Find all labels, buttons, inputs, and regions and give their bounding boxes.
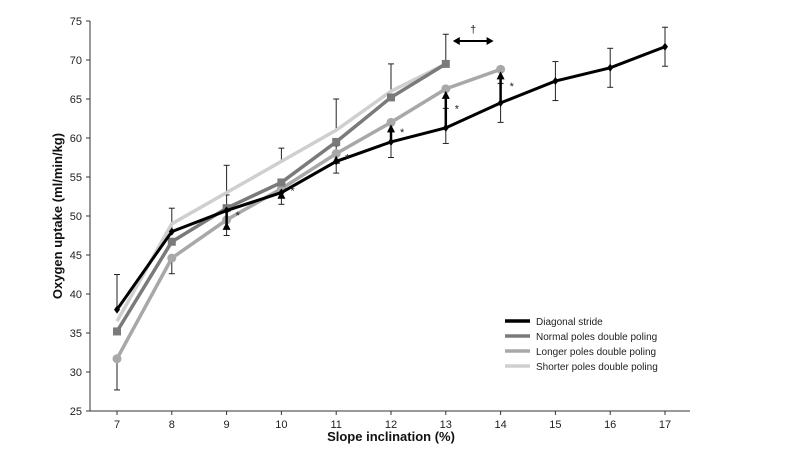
y-tick-label: 40 <box>70 289 82 301</box>
legend: Diagonal stride Normal poles double polin… <box>505 317 658 373</box>
data-point <box>386 117 396 127</box>
y-tick-label: 30 <box>70 367 82 379</box>
data-point <box>388 137 394 146</box>
arrow-head <box>277 190 286 199</box>
data-point <box>114 305 120 314</box>
data-point <box>168 227 175 236</box>
significance-star: * <box>236 210 241 222</box>
data-point <box>387 93 395 102</box>
y-tick-label: 35 <box>70 328 82 340</box>
x-tick-label: 17 <box>659 419 671 431</box>
y-tick-label: 70 <box>70 55 82 67</box>
dagger-marker: † <box>470 24 476 36</box>
data-point <box>277 178 286 187</box>
axes: 25 30 35 40 45 50 55 60 65 70 75 7 8 9 10 11 12 13 14 15 16 1… <box>70 16 690 431</box>
x-axis-label: Slope inclination (%) <box>327 429 455 444</box>
legend-label: Normal poles double poling <box>536 332 657 343</box>
x-tick-label: 15 <box>549 419 561 431</box>
significance-star: * <box>400 127 405 139</box>
significance-star: * <box>455 103 460 115</box>
x-tick-label: 11 <box>330 419 341 431</box>
y-tick-label: 50 <box>70 211 82 223</box>
arrow-head <box>441 90 450 99</box>
data-point <box>662 42 668 51</box>
data-point <box>496 64 506 74</box>
significance-star: * <box>345 153 350 165</box>
significance-star: * <box>290 186 295 198</box>
x-tick-label: 8 <box>169 419 175 431</box>
y-tick-label: 65 <box>70 94 82 106</box>
annotations: * * * * * * † <box>222 24 515 230</box>
data-point <box>167 237 176 246</box>
arrow-head <box>496 71 505 80</box>
data-point <box>331 149 341 159</box>
arrow-head <box>332 155 341 164</box>
legend-label: Shorter poles double poling <box>536 362 658 373</box>
legend-label: Diagonal stride <box>536 317 603 328</box>
x-tick-label: 16 <box>604 419 616 431</box>
y-tick-label: 55 <box>70 172 82 184</box>
data-point <box>442 123 449 132</box>
y-axis-label: Oxygen uptake (ml/min/kg) <box>50 133 65 299</box>
series-line-3 <box>115 62 447 323</box>
data-point <box>441 59 450 68</box>
series-line-2 <box>115 67 502 360</box>
data-point <box>607 63 614 72</box>
y-tick-label: 25 <box>70 406 82 418</box>
data-point <box>113 327 121 336</box>
x-tick-label: 7 <box>114 419 120 431</box>
significance-star: * <box>510 81 515 93</box>
data-point <box>332 137 341 146</box>
data-point <box>497 98 504 107</box>
arrow-head <box>387 124 395 133</box>
x-tick-label: 10 <box>275 419 287 431</box>
data-point <box>167 253 177 263</box>
x-tick-label: 12 <box>385 419 397 431</box>
legend-label: Longer poles double poling <box>536 347 656 358</box>
y-tick-label: 60 <box>70 133 82 145</box>
data-point <box>441 84 451 94</box>
x-tick-label: 13 <box>440 419 452 431</box>
data-point <box>112 354 122 364</box>
x-tick-label: 14 <box>494 419 506 431</box>
arrow-head <box>222 221 231 230</box>
series-marks <box>112 26 668 391</box>
data-point <box>552 77 559 86</box>
x-tick-label: 9 <box>224 419 230 431</box>
y-tick-label: 45 <box>70 250 82 262</box>
y-tick-label: 75 <box>70 16 82 28</box>
